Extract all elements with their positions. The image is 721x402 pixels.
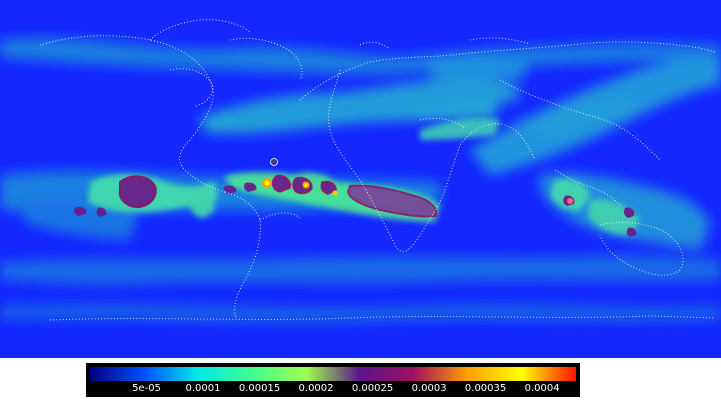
coastlines	[39, 19, 716, 321]
colorbar-tick-label: 0.0004	[524, 383, 560, 394]
colorbar-tick-label: 0.0001	[185, 383, 221, 394]
colorbar-tick-label: 0.0002	[298, 383, 334, 394]
colorbar-tick-label: 0.00025	[351, 383, 394, 394]
field-map-svg	[0, 19, 721, 324]
colorbar-tick-label: 0.00035	[464, 383, 507, 394]
field-high-layer	[74, 174, 637, 237]
colorbar-tick-label: 5e-05	[132, 383, 161, 394]
colorbar-tick-label: 0.00015	[238, 383, 281, 394]
world-map	[0, 0, 721, 358]
colorbar: 5e-05 0.0001 0.00015 0.0002 0.00025 0.0003 0.0…	[86, 363, 580, 397]
colorbar-tick-labels: 5e-05 0.0001 0.00015 0.0002 0.00025 0.0003 0.0…	[90, 382, 576, 397]
colorbar-gradient	[90, 367, 576, 381]
field-peak-layer	[262, 158, 573, 204]
colorbar-tick-label: 0.0003	[411, 383, 447, 394]
